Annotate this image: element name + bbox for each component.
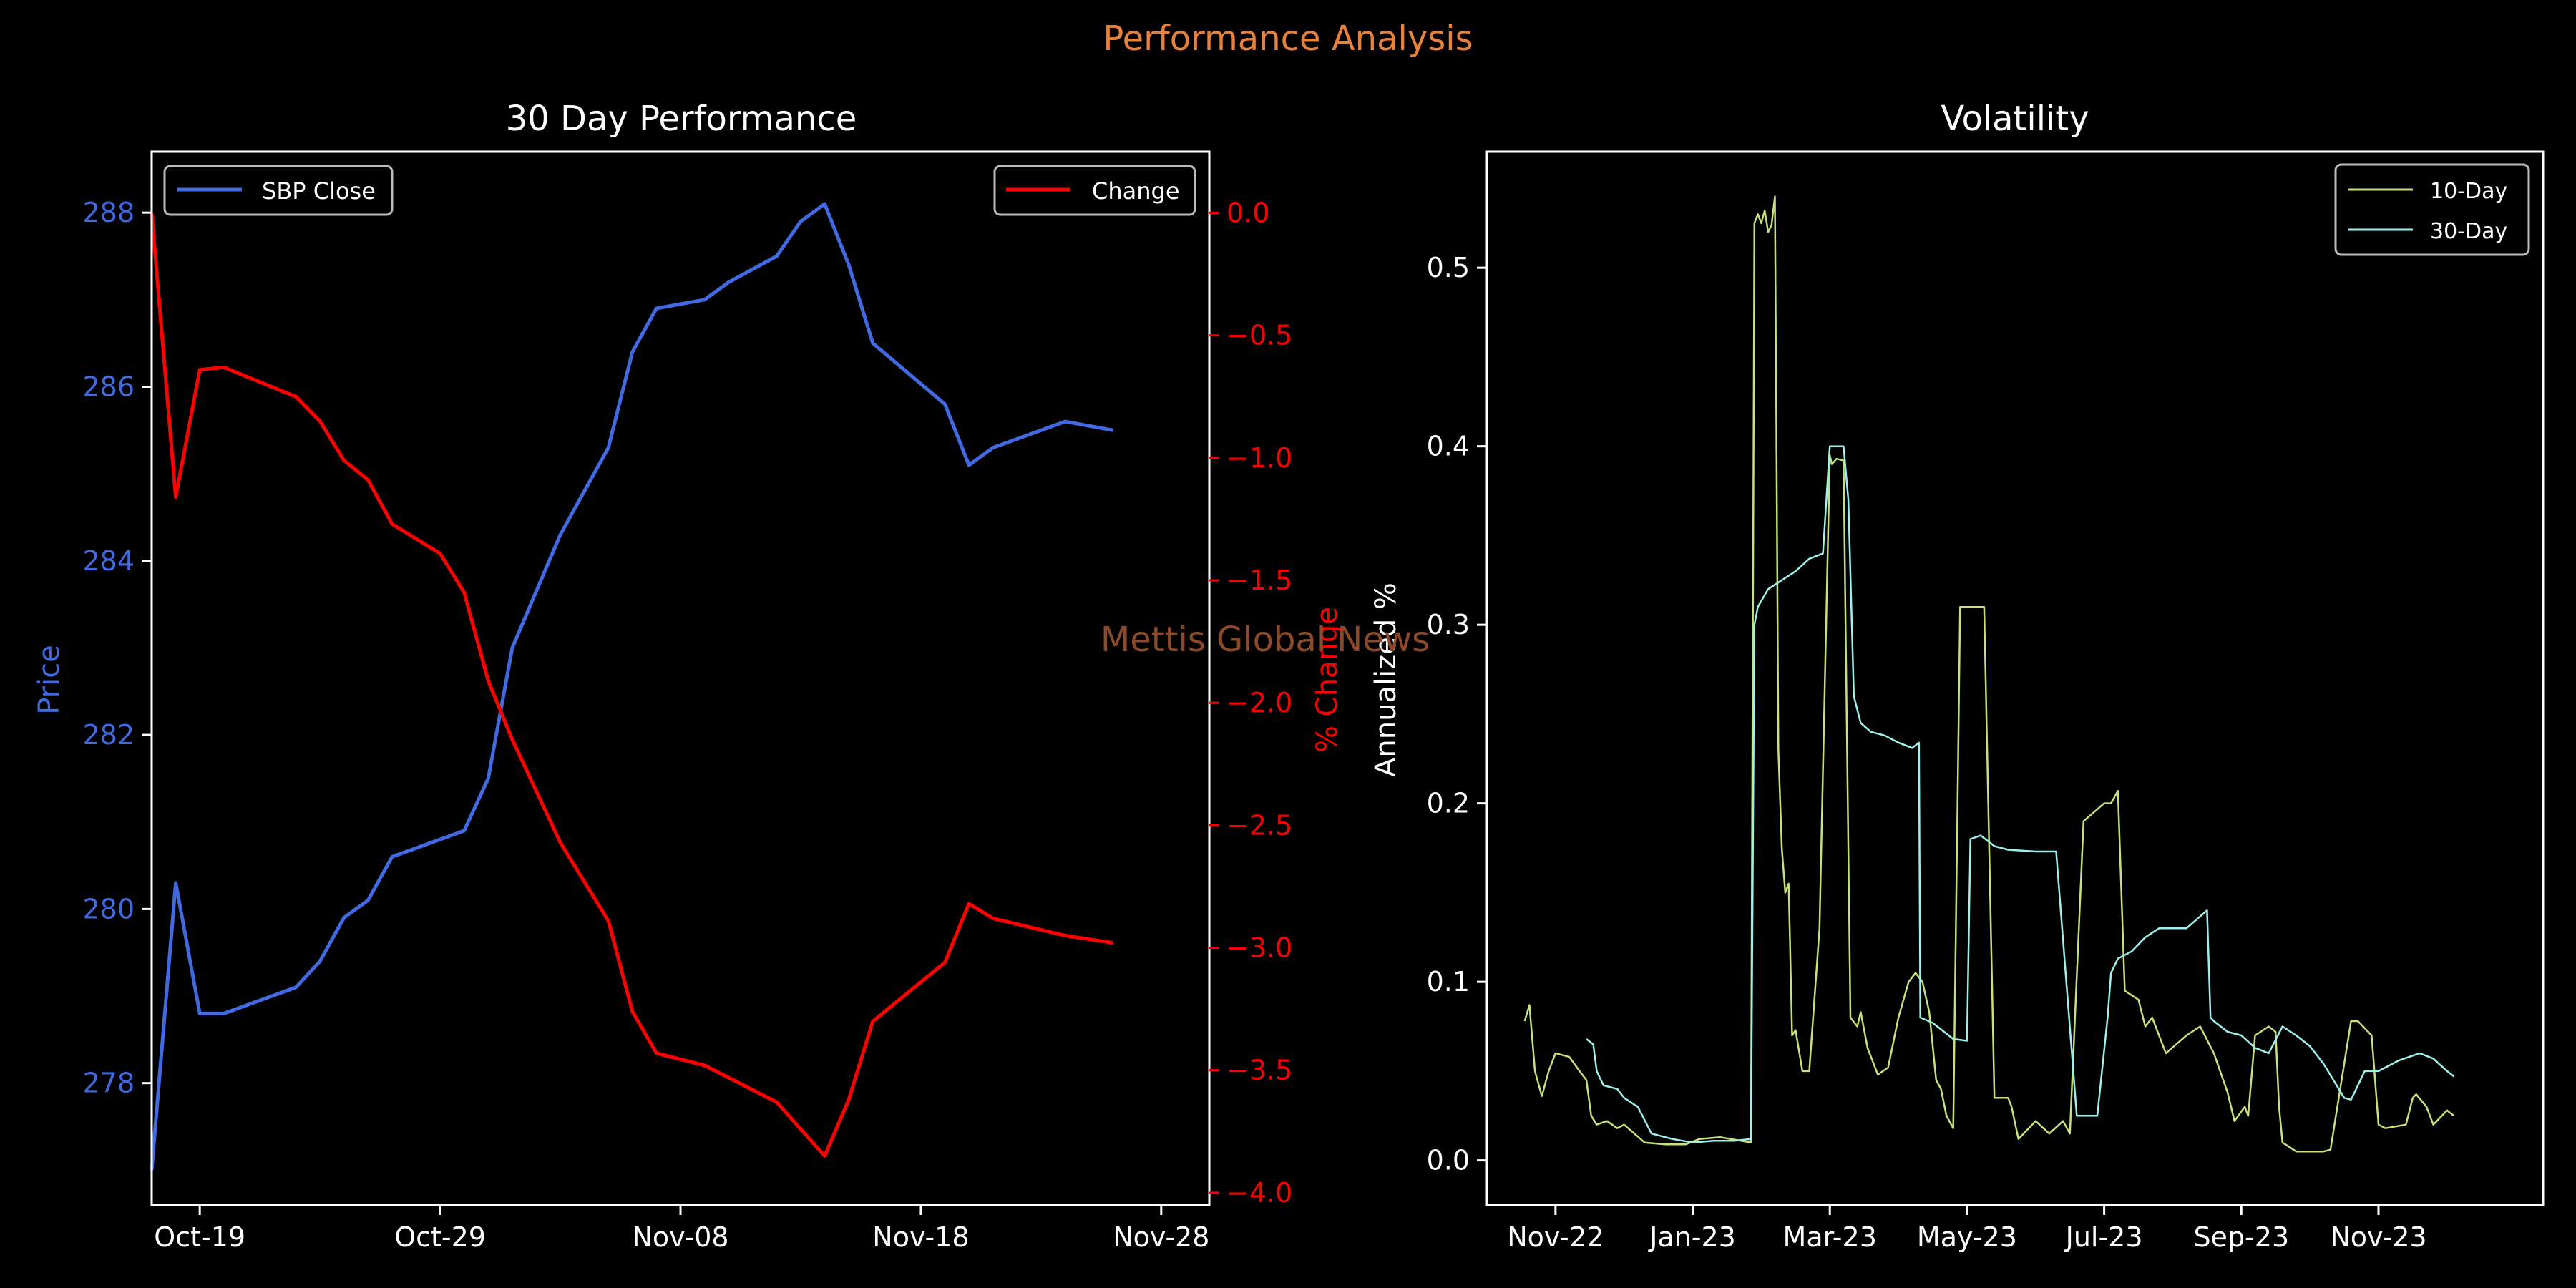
vol-ytick-label: 0.5: [1427, 252, 1470, 283]
perf-ytick-right-label: −3.5: [1226, 1055, 1292, 1086]
vol-xtick-label: Nov-22: [1507, 1221, 1604, 1253]
perf-ytick-right-label: −2.0: [1226, 687, 1292, 718]
perf-xtick-label: Oct-29: [394, 1221, 486, 1253]
vol-xtick-label: May-23: [1917, 1221, 2017, 1253]
series-line-change: [150, 213, 1113, 1158]
legend-price-box: [163, 165, 394, 216]
performance-ylabel-right: % Change: [1311, 607, 1344, 753]
performance-title: 30 Day Performance: [506, 99, 857, 139]
perf-ytick-right-label: −2.5: [1226, 809, 1292, 841]
vol-ytick-label: 0.1: [1427, 966, 1470, 997]
legend-volatility-box: [2334, 163, 2530, 256]
perf-ytick-right-label: −0.5: [1226, 320, 1292, 351]
volatility-axes-frame: [1485, 150, 2545, 1206]
legend-change-box: [993, 165, 1196, 216]
perf-ytick-right-label: −4.0: [1226, 1177, 1292, 1209]
vol-ytick-label: 0.3: [1427, 609, 1470, 640]
watermark: Mettis Global News: [1101, 620, 1430, 660]
performance-ylabel-left: Price: [33, 645, 66, 715]
vol-xtick-label: Nov-23: [2330, 1221, 2426, 1253]
vol-ytick-label: 0.0: [1427, 1145, 1470, 1176]
perf-xtick-label: Nov-18: [872, 1221, 969, 1253]
legend-vol10-label: 10-Day: [2430, 179, 2507, 204]
legend-price-label: SBP Close: [262, 177, 376, 205]
perf-xtick-label: Nov-28: [1113, 1221, 1209, 1253]
legend-change-label: Change: [1092, 177, 1180, 205]
series-line-30-day: [1586, 445, 2455, 1143]
vol-ytick-label: 0.2: [1427, 788, 1470, 819]
series-line-sbp-close: [150, 202, 1114, 1171]
perf-ytick-left-label: 282: [82, 719, 135, 751]
vol-ytick-label: 0.4: [1427, 431, 1470, 462]
legend-change: Change: [993, 165, 1196, 216]
perf-xtick-label: Nov-08: [632, 1221, 728, 1253]
volatility-title: Volatility: [1941, 99, 2089, 139]
perf-ytick-left-label: 278: [82, 1068, 135, 1099]
series-line-10-day: [1523, 195, 2455, 1153]
volatility-panel: Volatility Nov-22 Jan-23 Mar-23 May-23 Jul-2…: [1370, 99, 2545, 1253]
perf-xtick-label: Oct-19: [154, 1221, 245, 1253]
vol-xtick-label: Mar-23: [1783, 1221, 1877, 1253]
perf-ytick-left-label: 280: [82, 893, 135, 924]
legend-price: SBP Close: [163, 165, 394, 216]
vol-xtick-label: Jan-23: [1648, 1221, 1736, 1253]
vol-xtick-label: Sep-23: [2193, 1221, 2289, 1253]
perf-ytick-right-label: −1.0: [1226, 442, 1292, 474]
legend-volatility: 10-Day 30-Day: [2334, 163, 2530, 256]
perf-ytick-right-label: 0.0: [1226, 197, 1269, 229]
perf-ytick-left-label: 286: [82, 371, 135, 402]
figure-suptitle: Performance Analysis: [1103, 19, 1473, 59]
legend-vol30-label: 30-Day: [2430, 219, 2507, 244]
perf-ytick-left-label: 288: [82, 197, 135, 228]
perf-ytick-right-label: −3.0: [1226, 932, 1292, 964]
perf-ytick-right-label: −1.5: [1226, 565, 1292, 596]
perf-ytick-left-label: 284: [82, 545, 135, 577]
volatility-ylabel: Annualized %: [1370, 582, 1402, 777]
vol-xtick-label: Jul-23: [2064, 1221, 2143, 1253]
performance-panel: 30 Day Performance Oct-19 Oct-29 Nov-08 Nov…: [33, 99, 1344, 1253]
